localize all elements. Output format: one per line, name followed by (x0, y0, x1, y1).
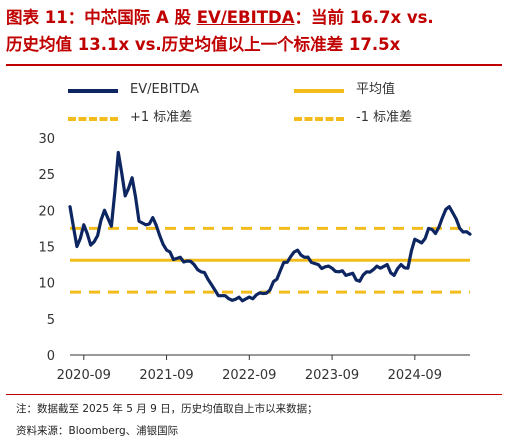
title-divider (6, 64, 502, 66)
chart-plot: 0 5 10 15 20 25 30 2020-09 2021-09 2022-09 2023-0… (38, 132, 472, 383)
legend-label-plus-one: +1 标准差 (130, 110, 193, 125)
source-text: 资料来源：Bloomberg、浦银国际 (16, 425, 179, 437)
legend-label-mean: 平均值 (356, 82, 396, 97)
legend-label-ev-ebitda: EV/EBITDA (130, 82, 200, 97)
footnote-text: 注：数据截至 2025 年 5 月 9 日，历史均值取自上市以来数据； (16, 403, 318, 415)
y-tick-label: 5 (47, 313, 55, 328)
legend-swatch-plus-one (68, 117, 118, 121)
legend-swatch-ev-ebitda (68, 89, 118, 93)
y-tick-label: 30 (38, 132, 55, 147)
y-tick-label: 0 (47, 349, 55, 364)
y-tick-label: 10 (38, 277, 55, 292)
chart-title: 图表 11：中芯国际 A 股 EV/EBITDA：当前 16.7x vs. 历史… (6, 4, 504, 58)
y-tick-label: 20 (38, 204, 55, 219)
legend-swatch-minus-one (294, 117, 344, 121)
footer-divider (6, 394, 502, 395)
x-tick-label: 2021-09 (139, 368, 193, 383)
chart-legend: EV/EBITDA 平均值 +1 标准差 -1 标准差 (0, 74, 508, 130)
x-tick-label: 2020-09 (57, 368, 111, 383)
y-tick-label: 15 (38, 241, 55, 256)
x-tick-label: 2023-09 (305, 368, 359, 383)
legend-item-ev-ebitda: EV/EBITDA (68, 80, 268, 100)
y-tick-label: 25 (38, 168, 55, 183)
y-axis: 0 5 10 15 20 25 30 (38, 132, 55, 364)
title-metric: EV/EBITDA (196, 8, 295, 27)
legend-item-plus-one: +1 标准差 (68, 108, 268, 128)
x-axis: 2020-09 2021-09 2022-09 2023-09 2024-09 (57, 354, 470, 383)
x-tick-label: 2022-09 (222, 368, 276, 383)
x-tick-label: 2024-09 (388, 368, 442, 383)
legend-item-mean: 平均值 (294, 80, 494, 100)
title-line-1: 图表 11：中芯国际 A 股 EV/EBITDA：当前 16.7x vs. (6, 8, 434, 27)
legend-label-minus-one: -1 标准差 (356, 110, 413, 125)
title-line-2: 历史均值 13.1x vs.历史均值以上一个标准差 17.5x (6, 35, 401, 54)
legend-item-minus-one: -1 标准差 (294, 108, 494, 128)
series-line-ev-ebitda (68, 150, 472, 303)
legend-swatch-mean (294, 89, 344, 93)
